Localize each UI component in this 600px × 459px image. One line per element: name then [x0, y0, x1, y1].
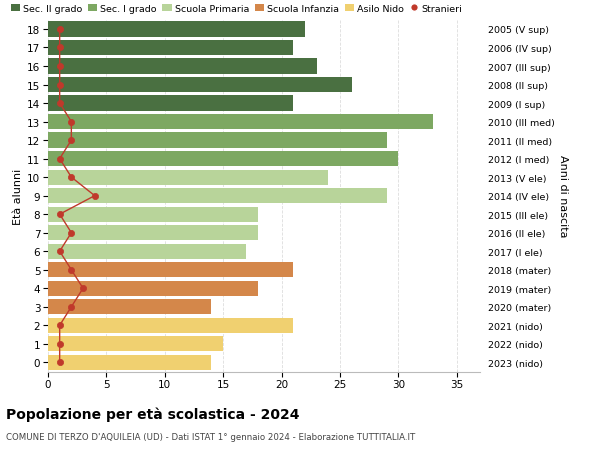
Bar: [48, 263, 293, 278]
Bar: [48, 96, 293, 112]
Bar: [48, 22, 305, 38]
Bar: [48, 244, 247, 259]
Bar: [48, 133, 386, 148]
Y-axis label: Età alunni: Età alunni: [13, 168, 23, 224]
Text: COMUNE DI TERZO D'AQUILEIA (UD) - Dati ISTAT 1° gennaio 2024 - Elaborazione TUTT: COMUNE DI TERZO D'AQUILEIA (UD) - Dati I…: [6, 432, 415, 442]
Y-axis label: Anni di nascita: Anni di nascita: [559, 155, 568, 237]
Bar: [48, 336, 223, 352]
Legend: Sec. II grado, Sec. I grado, Scuola Primaria, Scuola Infanzia, Asilo Nido, Stran: Sec. II grado, Sec. I grado, Scuola Prim…: [11, 5, 463, 14]
Bar: [48, 300, 211, 315]
Bar: [48, 189, 386, 204]
Bar: [48, 151, 398, 167]
Bar: [48, 115, 433, 130]
Bar: [48, 318, 293, 333]
Bar: [48, 78, 352, 93]
Text: Popolazione per età scolastica - 2024: Popolazione per età scolastica - 2024: [6, 406, 299, 421]
Bar: [48, 41, 293, 56]
Bar: [48, 355, 211, 370]
Bar: [48, 281, 258, 296]
Bar: [48, 226, 258, 241]
Bar: [48, 59, 317, 74]
Bar: [48, 170, 328, 185]
Bar: [48, 207, 258, 222]
